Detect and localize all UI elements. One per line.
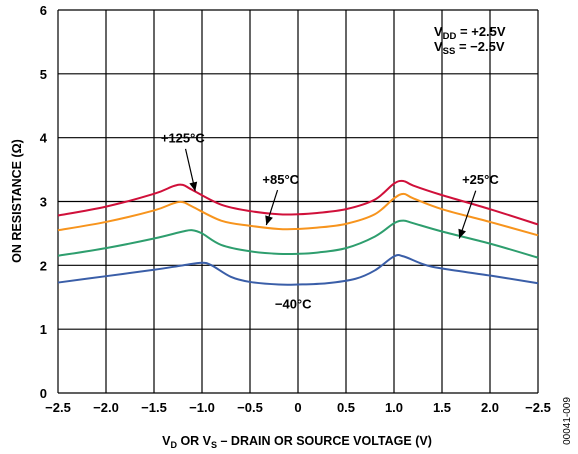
x-tick-label: 2.0 <box>481 400 499 415</box>
supply-vss-label: VSS = −2.5V <box>434 39 505 57</box>
x-axis-label: VD OR VS – DRAIN OR SOURCE VOLTAGE (V) <box>162 434 432 450</box>
x-tick-labels: −2.5 −2.0 −1.5 −1.0 −0.5 0 0.5 1.0 1.5 2.0 −2.5 <box>45 400 551 415</box>
x-label-sub1: D <box>170 440 177 450</box>
x-tick-label: −1.5 <box>141 400 167 415</box>
grid <box>57 9 539 394</box>
series-line <box>57 192 539 237</box>
y-tick-label: 0 <box>40 386 47 401</box>
x-tick-label: −2.5 <box>45 400 71 415</box>
x-label-sub2: S <box>211 440 217 450</box>
x-tick-label: 0.5 <box>337 400 355 415</box>
temperature-label: −40°C <box>275 297 312 312</box>
y-axis-label: ON RESISTANCE (Ω) <box>10 139 24 263</box>
annotation-arrow-head <box>265 215 273 226</box>
supply-vdd-value: = +2.5V <box>456 24 505 39</box>
supply-vdd-sub: DD <box>443 31 457 42</box>
series-line <box>57 219 539 259</box>
x-tick-label: −2.5 <box>525 400 551 415</box>
supply-vss-main: V <box>434 39 443 54</box>
x-tick-label: 0 <box>294 400 301 415</box>
annotation-arrow-head <box>458 228 466 239</box>
y-tick-label: 3 <box>40 195 47 210</box>
y-tick-label: 5 <box>40 67 47 82</box>
y-tick-labels: 0 1 2 3 4 5 6 <box>40 3 48 401</box>
annotations: +125°C +85°C +25°C −40°C <box>161 131 499 312</box>
temperature-label: +25°C <box>462 172 499 187</box>
supply-vdd-main: V <box>434 24 443 39</box>
annotation-arrow-head <box>189 181 198 192</box>
x-label-part3: – DRAIN OR SOURCE VOLTAGE (V) <box>217 434 432 448</box>
temperature-label: +85°C <box>262 172 299 187</box>
x-tick-label: −2.0 <box>93 400 119 415</box>
supply-vss-value: = −2.5V <box>455 39 504 54</box>
figure-id: 00041-009 <box>562 397 573 445</box>
supply-vss-sub: SS <box>443 46 456 57</box>
x-tick-label: 1.0 <box>385 400 403 415</box>
x-tick-label: −0.5 <box>237 400 263 415</box>
y-tick-label: 6 <box>40 3 47 18</box>
series-line <box>57 179 539 226</box>
x-label-part2: OR V <box>177 434 212 448</box>
x-label-part1: V <box>162 434 171 448</box>
temperature-label: +125°C <box>161 131 205 146</box>
series-line <box>57 254 539 286</box>
supply-vdd-label: VDD = +2.5V <box>434 24 506 42</box>
y-tick-label: 2 <box>40 258 47 273</box>
x-tick-label: −1.0 <box>189 400 215 415</box>
x-tick-label: 1.5 <box>433 400 451 415</box>
y-tick-label: 4 <box>40 131 48 146</box>
y-tick-label: 1 <box>40 322 47 337</box>
series-lines <box>57 179 539 286</box>
